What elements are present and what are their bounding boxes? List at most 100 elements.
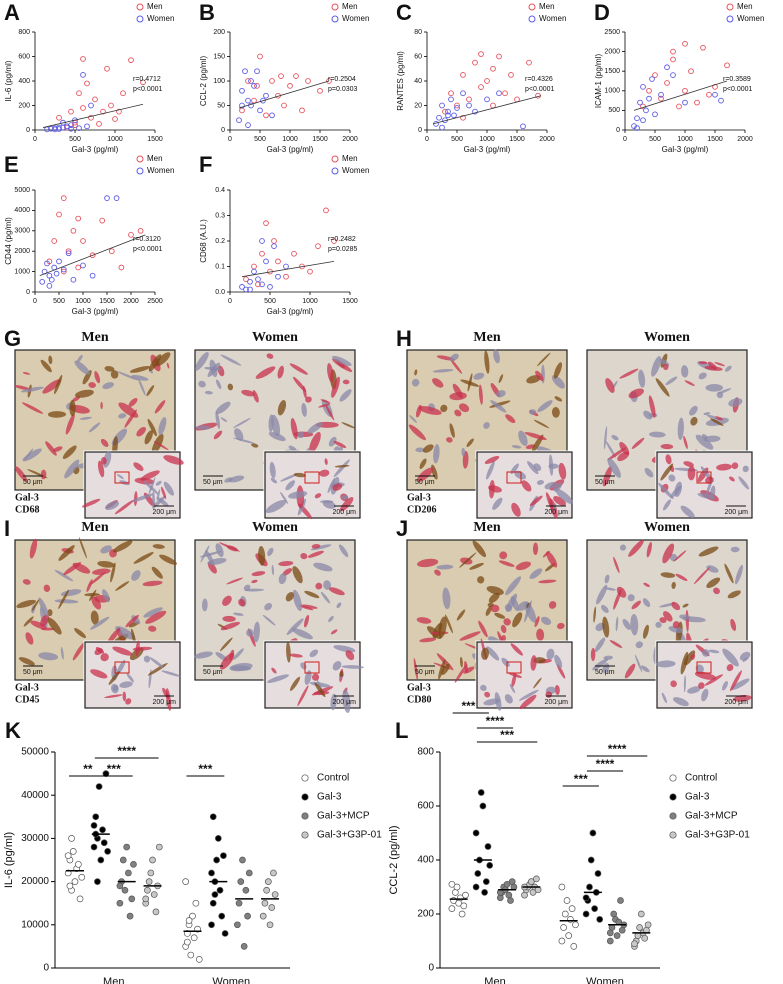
tissue-feature [202,598,208,612]
tissue-feature [292,566,303,584]
tissue-feature [25,632,34,645]
data-point [484,78,490,84]
data-point [275,273,281,280]
tissue-feature [643,582,650,588]
scale-label: 200 μm [545,509,569,516]
data-point [251,97,257,104]
tissue-feature [454,409,462,417]
data-point [640,84,646,90]
tissue-feature [16,599,36,609]
tissue-feature [292,589,303,612]
data-point [458,910,466,918]
tissue-feature [701,434,708,440]
tissue-feature [675,573,688,581]
y-tick-label: 100 [213,78,225,85]
data-point [120,90,126,97]
micrograph [656,641,753,709]
data-point [658,95,664,102]
tissue-feature [640,665,650,673]
data-point [527,878,535,885]
tissue-feature [60,646,64,660]
tissue-feature [154,400,166,414]
data-point [261,899,269,907]
stat-annotation: p<0.0001 [723,86,752,93]
data-point [514,96,520,103]
data-point [718,97,724,104]
tissue-feature [716,463,732,471]
data-point [130,860,137,868]
panel-label: I [4,516,10,541]
tissue-feature [220,621,240,631]
tissue-feature [278,561,294,567]
tissue-feature [302,385,307,399]
data-point [270,869,277,877]
tissue-feature [733,694,752,702]
tissue-feature [416,617,432,624]
tissue-feature [655,378,670,397]
tissue-feature [454,664,467,683]
tissue-feature [489,479,495,499]
data-point [84,80,90,87]
tissue-feature [314,682,326,698]
tissue-feature [413,657,418,681]
tissue-feature [339,389,352,402]
significance-stars: *** [198,762,212,776]
data-point [221,930,229,937]
tissue-feature [142,580,163,587]
data-point [71,878,79,885]
tissue-feature [672,697,689,707]
tissue-feature [78,537,87,559]
y-axis-label: IL-6 (pg/ml) [4,60,13,101]
stat-annotation: p<0.0001 [133,246,162,253]
x-tick-label: 0 [228,136,232,143]
tissue-feature [501,657,510,667]
regression-line [633,80,728,111]
tissue-feature [484,691,491,698]
tissue-feature [665,376,678,386]
tissue-feature [244,588,264,592]
data-point [582,910,590,918]
tissue-feature [152,544,165,549]
tissue-feature [332,661,342,671]
data-point [652,111,658,118]
tissue-feature [449,353,459,362]
data-point [269,78,275,84]
tissue-feature [496,390,506,398]
tissue-feature [555,488,574,504]
data-point [64,852,72,860]
data-point [237,878,245,885]
tissue-feature [47,411,67,418]
data-point [80,238,86,244]
tissue-feature [548,601,557,609]
tissue-feature [503,618,511,626]
tissue-feature [58,545,75,561]
tissue-feature [524,600,532,623]
tissue-feature [340,497,354,512]
tissue-feature [119,681,133,688]
data-point [283,273,289,280]
legend-marker [301,831,309,839]
tissue-feature [345,650,355,661]
data-point [72,117,78,124]
data-point [472,883,480,891]
data-point [454,105,460,111]
tissue-feature [271,564,274,576]
tissue-feature [38,597,49,617]
y-tick-label: 0 [43,963,49,974]
tissue-feature [207,558,227,565]
tissue-feature [494,612,506,619]
legend-label: Men [147,154,163,163]
x-tick-label: 1500 [99,298,115,305]
data-point [104,195,110,202]
data-point [68,835,75,842]
tissue-feature [266,353,274,359]
tissue-feature [703,412,711,416]
data-point [100,108,106,115]
tissue-feature [116,660,126,676]
data-point [140,79,146,86]
tissue-feature [241,389,255,397]
x-tick-label: 2000 [539,136,555,143]
tissue-feature [72,562,91,574]
tissue-feature [288,491,308,499]
y-tick-label: 0 [221,127,225,134]
